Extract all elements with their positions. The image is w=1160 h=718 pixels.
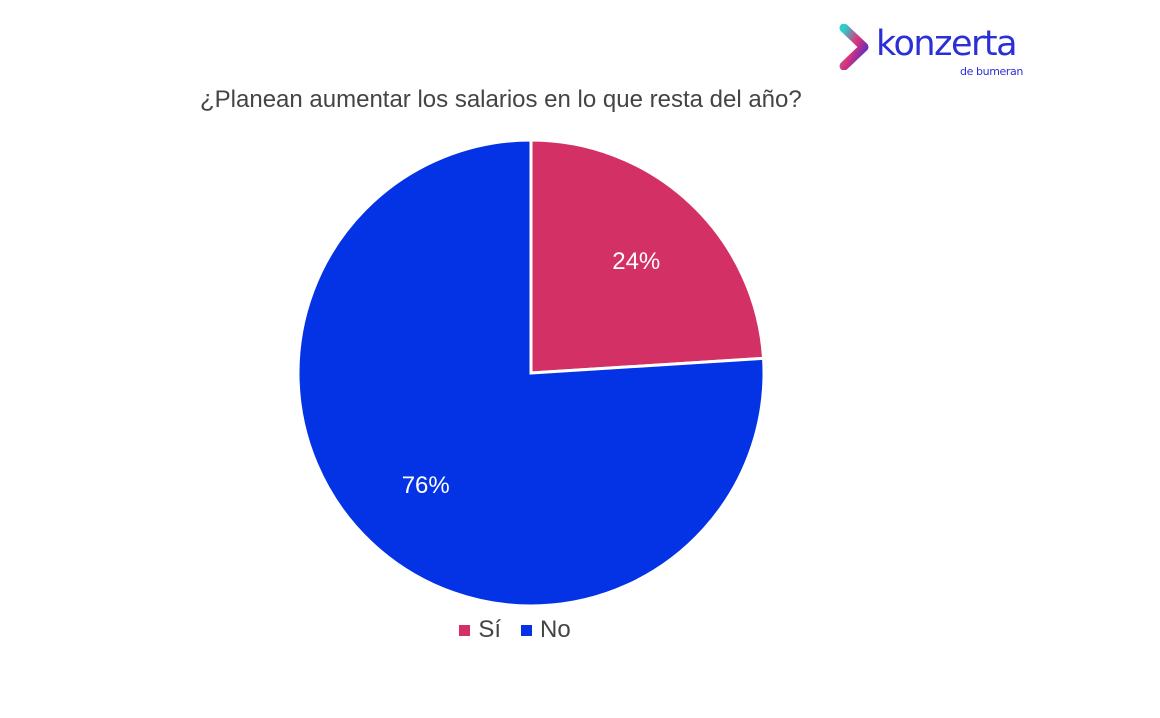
legend-item-no: No <box>521 616 571 644</box>
logo-wordmark: konzerta <box>876 24 1018 64</box>
konzerta-logo: konzerta de bumeran <box>838 22 1048 82</box>
legend-item-si: Sí <box>459 616 501 644</box>
chart-legend: Sí No <box>0 616 1030 644</box>
logo-tagline: de bumeran <box>960 65 1023 78</box>
data-label-no: 76% <box>402 472 450 499</box>
pie-slice-no <box>296 138 766 608</box>
legend-label: Sí <box>478 616 501 643</box>
data-label-si: 24% <box>612 248 660 275</box>
chevron-logo-icon <box>839 24 869 70</box>
pie-slice-si <box>529 138 766 375</box>
legend-swatch <box>459 624 471 636</box>
chart-title: ¿Planean aumentar los salarios en lo que… <box>200 86 802 113</box>
legend-swatch <box>521 624 532 636</box>
legend-label: No <box>540 616 571 643</box>
